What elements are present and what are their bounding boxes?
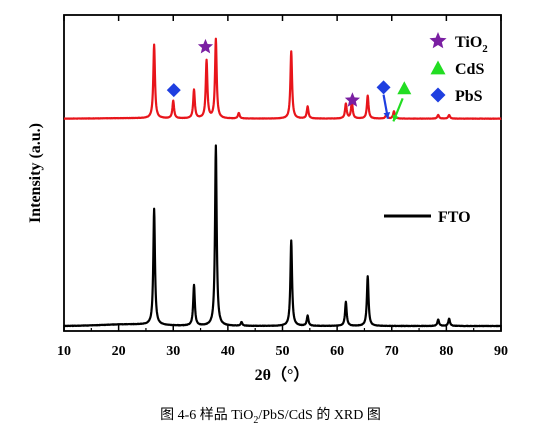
fto-legend-label: FTO [438,209,471,226]
caption-subscript: 2 [253,414,259,426]
x-tick-label: 30 [166,344,180,359]
caption-text-a: 图 4-6 样品 TiO [160,408,254,423]
series-line-fto [63,144,502,328]
y-axis-title: Intensity (a.u.) [27,123,44,223]
series-layer [63,37,502,328]
annotation-arrow-head [392,114,399,122]
fto-legend: FTO [384,209,471,226]
x-tick-label: 10 [57,344,71,359]
legend-label: CdS [455,61,484,78]
x-tick-label: 80 [439,344,453,359]
legend-label-subscript: 2 [482,43,488,55]
series-line-tio2-pbs-cds [63,37,502,120]
x-tick-label: 40 [221,344,235,359]
x-tick-label: 70 [385,344,399,359]
legend-tio-symbol [429,32,447,49]
x-tick-label: 50 [276,344,290,359]
x-tick-label: 90 [494,344,508,359]
x-tick-label: 60 [330,344,344,359]
legend-label: PbS [455,88,483,105]
pbs-marker [166,83,181,98]
tio2-marker [197,38,214,54]
plot-frame [63,14,502,332]
annotation-arrow-head [383,111,391,119]
tio2-marker [344,92,361,107]
x-axis-title: 2θ（°） [255,366,310,384]
pbs-marker [376,80,391,95]
legend-label: TiO2 [455,34,488,55]
caption-text-b: /PbS/CdS 的 XRD 图 [258,408,381,423]
legend-pbs-symbol [430,87,446,103]
figure-caption: 图 4-6 样品 TiO2/PbS/CdS 的 XRD 图 [0,404,541,426]
x-tick-label: 20 [112,344,126,359]
phase-markers [166,38,412,122]
legend-cds-symbol [430,60,446,75]
phase-legend: TiO2 CdS PbS [429,32,488,105]
cds-marker [397,81,412,95]
